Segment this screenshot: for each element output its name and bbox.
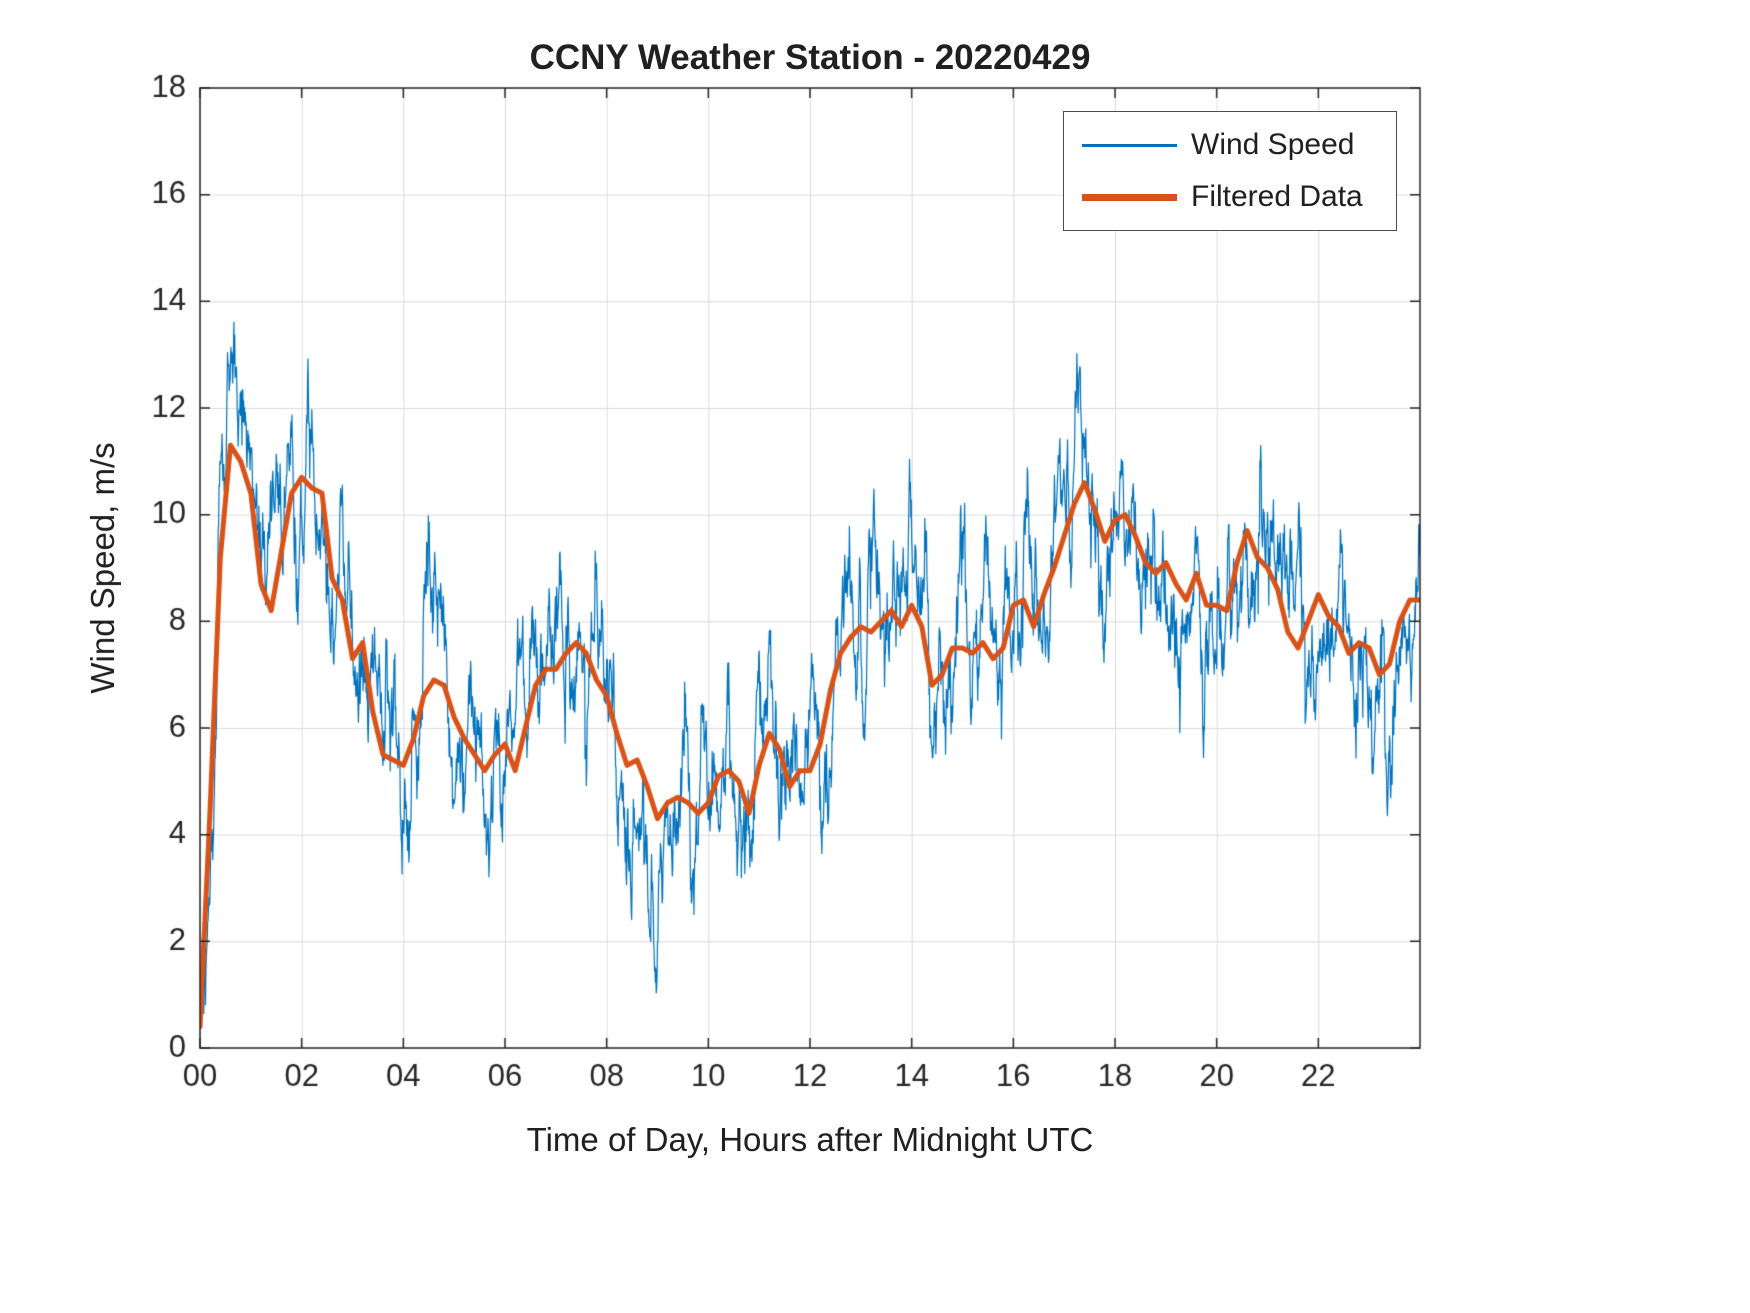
filtered-data-line-sample-icon bbox=[1082, 193, 1177, 201]
legend-entry-wind-speed: Wind Speed bbox=[1082, 128, 1378, 162]
wind-speed-line-sample-icon bbox=[1082, 143, 1177, 147]
legend-label-filtered-data: Filtered Data bbox=[1191, 180, 1363, 213]
legend: Wind Speed Filtered Data bbox=[1063, 111, 1397, 231]
y-axis-label: Wind Speed, m/s bbox=[84, 442, 121, 694]
legend-entry-filtered-data: Filtered Data bbox=[1082, 180, 1378, 214]
x-axis-label: Time of Day, Hours after Midnight UTC bbox=[526, 1121, 1094, 1158]
chart-title: CCNY Weather Station - 20220429 bbox=[529, 38, 1091, 77]
legend-label-wind-speed: Wind Speed bbox=[1191, 128, 1355, 161]
